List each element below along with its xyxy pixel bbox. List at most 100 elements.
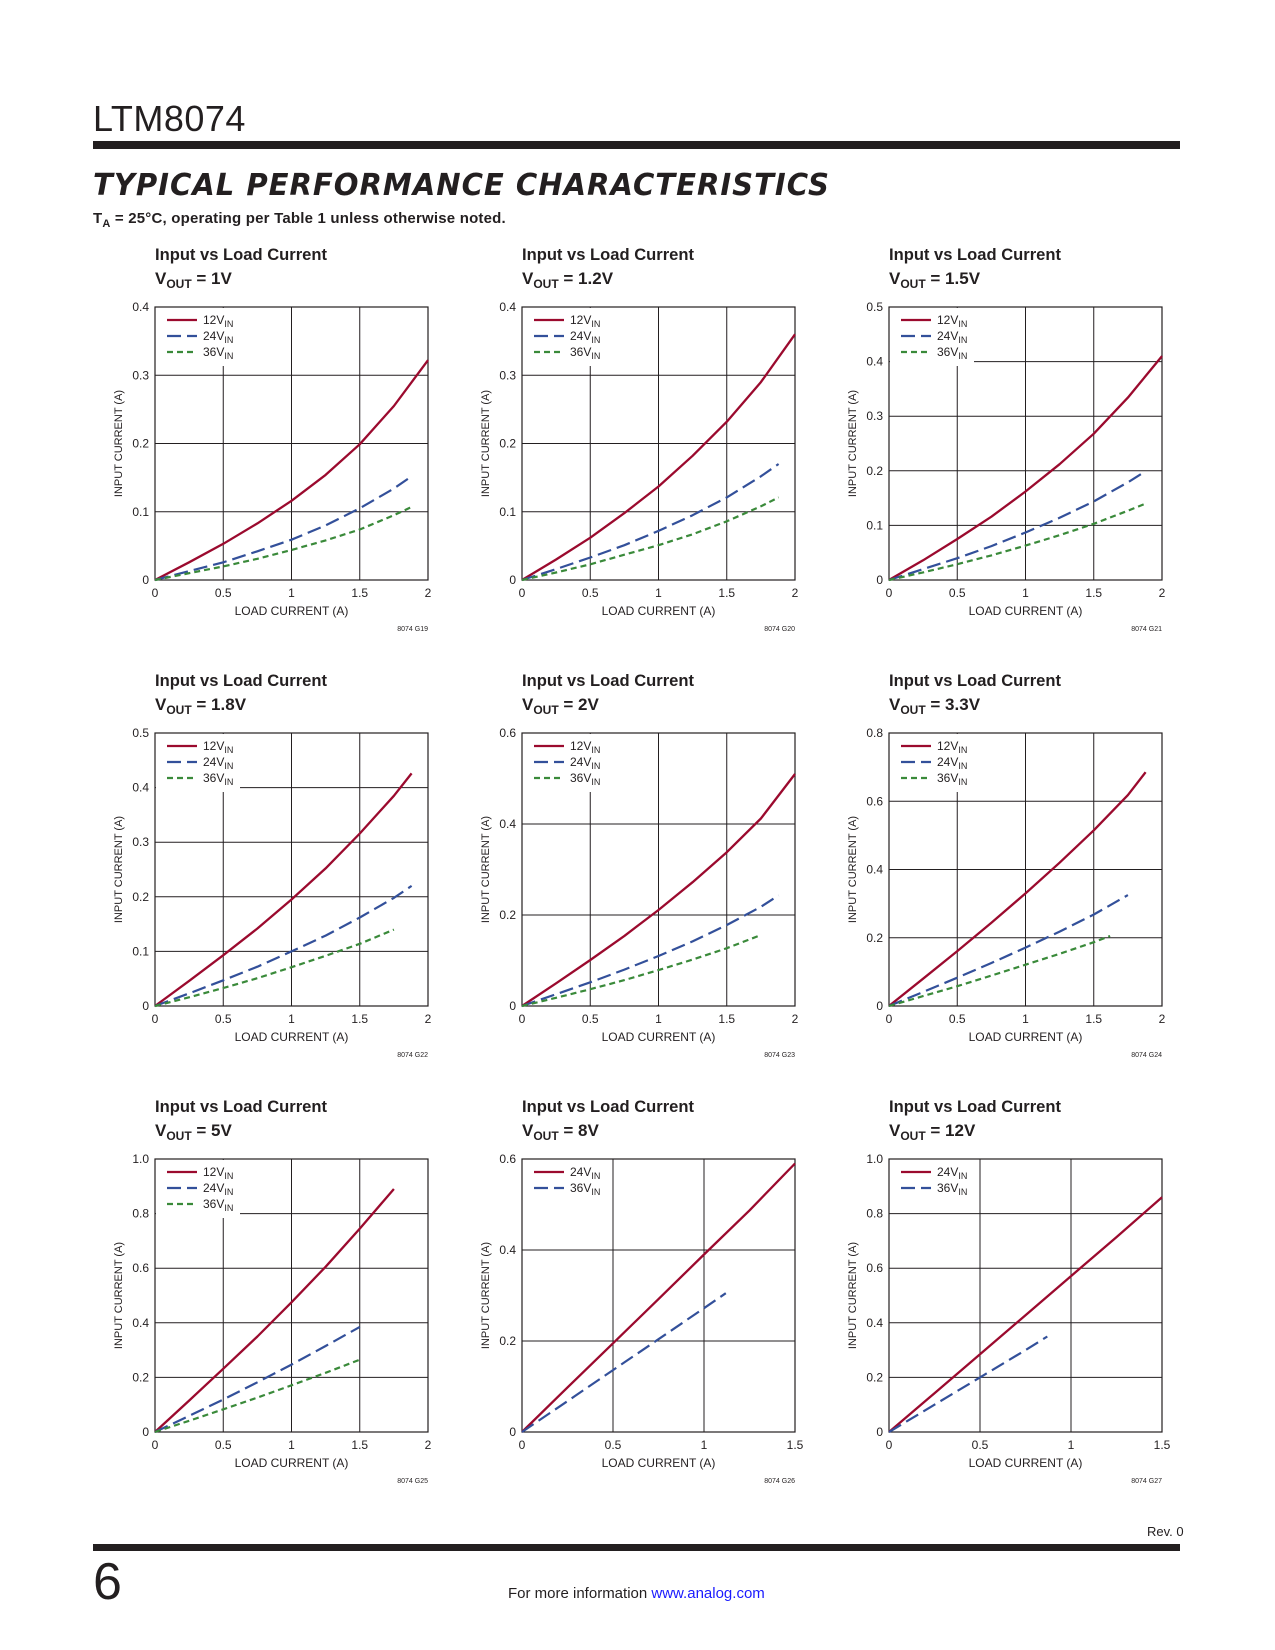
y-axis-label: INPUT CURRENT (A) xyxy=(113,390,125,497)
y-tick-label: 0.8 xyxy=(866,726,883,740)
y-tick-label: 0.4 xyxy=(132,1316,149,1330)
series-line-36v xyxy=(888,502,1147,582)
test-conditions: TA = 25°C, operating per Table 1 unless … xyxy=(93,210,506,230)
data-series xyxy=(888,355,1163,582)
series-line-24v xyxy=(521,894,780,1008)
x-tick-label: 1.5 xyxy=(351,1012,368,1026)
x-axis-label: LOAD CURRENT (A) xyxy=(969,604,1083,618)
y-tick-label: 0.5 xyxy=(132,726,149,740)
figure-id: 8074 G24 xyxy=(1131,1052,1162,1059)
plot-frame xyxy=(888,1158,1163,1433)
data-series xyxy=(888,1196,1163,1433)
y-axis-label: INPUT CURRENT (A) xyxy=(480,1242,492,1349)
conditions-text: = 25°C, operating per Table 1 unless oth… xyxy=(110,210,506,227)
x-tick-label: 2 xyxy=(792,586,799,600)
figure-id: 8074 G20 xyxy=(764,626,795,633)
legend-label: 24VIN xyxy=(203,755,233,771)
legend-label: 24VIN xyxy=(937,755,967,771)
y-tick-label: 0.4 xyxy=(866,1316,883,1330)
x-tick-label: 0 xyxy=(152,586,159,600)
y-tick-label: 0.3 xyxy=(499,368,516,382)
x-tick-label: 1.5 xyxy=(1085,1012,1102,1026)
chart-subtitle: VOUT = 1V xyxy=(155,269,233,291)
x-tick-label: 1 xyxy=(288,1438,295,1452)
chart-title: Input vs Load Current xyxy=(155,1097,327,1116)
plot-frame xyxy=(521,306,796,581)
series-line-12v xyxy=(154,359,429,582)
legend-label: 36VIN xyxy=(937,1181,967,1197)
x-tick-label: 1 xyxy=(1022,586,1029,600)
y-axis-label: INPUT CURRENT (A) xyxy=(113,816,125,923)
data-series xyxy=(154,772,413,1008)
website-link[interactable]: www.analog.com xyxy=(651,1585,765,1602)
figure-id: 8074 G19 xyxy=(397,626,428,633)
y-tick-label: 0.4 xyxy=(132,781,149,795)
series-line-36v xyxy=(154,506,413,582)
x-tick-label: 1.5 xyxy=(787,1438,804,1452)
y-tick-label: 0.6 xyxy=(499,1152,516,1166)
legend-label: 24VIN xyxy=(937,329,967,345)
section-title: TYPICAL PERFORMANCE CHARACTERISTICS xyxy=(93,168,830,203)
x-tick-labels: 0 0.5 1 1.5 2 xyxy=(886,586,1166,600)
plot-frame xyxy=(888,732,1163,1007)
x-tick-label: 1 xyxy=(655,586,662,600)
legend-label: 24VIN xyxy=(570,755,600,771)
data-series xyxy=(521,333,796,582)
chart-subtitle: VOUT = 8V xyxy=(522,1121,600,1143)
x-axis-label: LOAD CURRENT (A) xyxy=(602,1456,716,1470)
x-tick-label: 1 xyxy=(288,1012,295,1026)
series-line-24v xyxy=(888,470,1147,582)
y-tick-labels: 0 0.1 0.2 0.3 0.4 xyxy=(132,300,149,587)
y-tick-label: 0.6 xyxy=(866,1261,883,1275)
y-tick-label: 0.2 xyxy=(132,1370,149,1384)
y-tick-label: 0.8 xyxy=(132,1207,149,1221)
x-tick-label: 1 xyxy=(655,1012,662,1026)
y-tick-label: 0.2 xyxy=(866,464,883,478)
legend-label: 12VIN xyxy=(203,739,233,755)
x-tick-label: 2 xyxy=(792,1012,799,1026)
x-tick-label: 1.5 xyxy=(1085,586,1102,600)
x-tick-label: 1.5 xyxy=(1154,1438,1171,1452)
chart-subtitle: VOUT = 1.5V xyxy=(889,269,981,291)
y-tick-label: 0.5 xyxy=(866,300,883,314)
legend-label: 24VIN xyxy=(203,1181,233,1197)
x-tick-label: 0.5 xyxy=(582,586,599,600)
y-tick-label: 0.2 xyxy=(499,908,516,922)
legend-label: 36VIN xyxy=(203,1197,233,1213)
chart-title: Input vs Load Current xyxy=(889,1097,1061,1116)
y-tick-label: 0.6 xyxy=(499,726,516,740)
chart-subtitle: VOUT = 2V xyxy=(522,695,600,717)
y-tick-label: 0.4 xyxy=(132,300,149,314)
x-axis-label: LOAD CURRENT (A) xyxy=(602,1030,716,1044)
chart-3: Input vs Load Current VOUT = 1.5V 0 0.5 1 1.5… xyxy=(847,245,1166,633)
y-tick-label: 0.2 xyxy=(866,1370,883,1384)
data-series xyxy=(521,773,796,1008)
chart-6: Input vs Load Current VOUT = 3.3V 0 0.5 1 1.5… xyxy=(847,671,1166,1059)
y-tick-label: 0.3 xyxy=(866,409,883,423)
y-axis-label: INPUT CURRENT (A) xyxy=(480,816,492,923)
chart-2: Input vs Load Current VOUT = 1.2V 0 0.5 1 1.5… xyxy=(480,245,799,633)
y-tick-labels: 0 0.2 0.4 0.6 xyxy=(499,1152,516,1439)
part-number-header: LTM8074 xyxy=(93,98,246,139)
chart-title: Input vs Load Current xyxy=(522,245,694,264)
footer-info-text: For more information xyxy=(508,1585,652,1602)
y-axis-label: INPUT CURRENT (A) xyxy=(847,1242,859,1349)
chart-title: Input vs Load Current xyxy=(155,671,327,690)
series-line-36v xyxy=(521,1292,727,1433)
y-tick-label: 0.6 xyxy=(132,1261,149,1275)
y-tick-label: 0.1 xyxy=(132,944,149,958)
y-tick-labels: 0 0.2 0.4 0.6 xyxy=(499,726,516,1013)
series-line-24v xyxy=(521,463,780,582)
series-line-24v xyxy=(521,1162,796,1433)
x-tick-label: 1 xyxy=(1068,1438,1075,1452)
series-line-12v xyxy=(154,772,413,1007)
y-tick-label: 0 xyxy=(142,573,149,587)
